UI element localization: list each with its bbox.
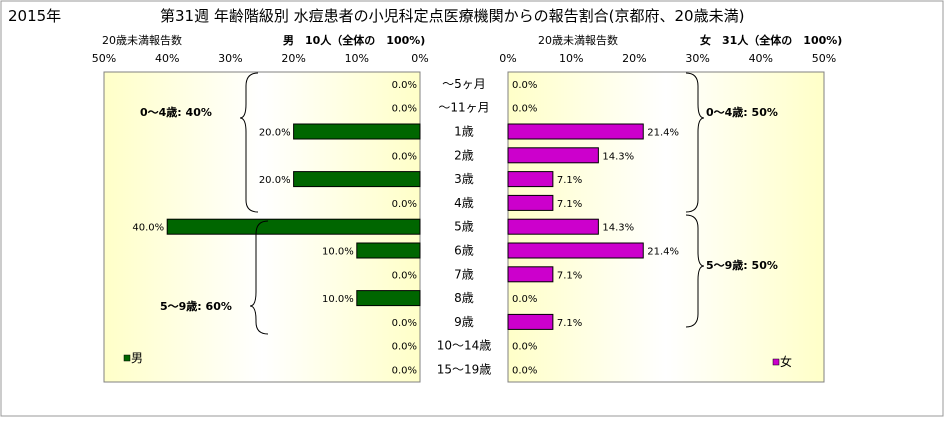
female-bracket-5-9 xyxy=(685,214,705,328)
female-data-label: 0.0% xyxy=(512,366,537,377)
female-axis-caption: 20歳未満報告数 xyxy=(538,34,618,47)
male-data-label: 0.0% xyxy=(392,270,417,281)
female-bracket-0-4 xyxy=(685,72,705,213)
category-label: 10～14歳 xyxy=(437,339,492,353)
male-tick-label: 10% xyxy=(345,52,369,65)
male-bar xyxy=(356,290,421,307)
male-bar xyxy=(293,171,421,188)
category-label: 15～19歳 xyxy=(437,363,492,377)
category-label: 5歳 xyxy=(454,220,474,234)
male-data-label: 0.0% xyxy=(392,366,417,377)
female-legend-swatch xyxy=(772,358,780,366)
female-bar xyxy=(507,171,554,188)
male-data-label: 0.0% xyxy=(392,151,417,162)
male-data-label: 0.0% xyxy=(392,104,417,115)
year-label: 2015年 xyxy=(8,7,61,25)
female-tick-label: 40% xyxy=(749,52,773,65)
female-bar xyxy=(507,194,554,211)
category-label: 3歳 xyxy=(454,172,474,186)
male-data-label: 0.0% xyxy=(392,342,417,353)
male-data-label: 10.0% xyxy=(322,294,354,305)
female-bars xyxy=(507,123,644,330)
male-bar xyxy=(293,123,421,140)
male-tick-label: 40% xyxy=(155,52,179,65)
female-bar xyxy=(507,266,554,283)
male-data-label: 0.0% xyxy=(392,318,417,329)
male-data-label: 20.0% xyxy=(259,175,291,186)
male-bar xyxy=(356,242,421,259)
female-bar xyxy=(507,147,599,164)
female-data-label: 0.0% xyxy=(512,342,537,353)
female-data-label: 7.1% xyxy=(557,318,582,329)
male-legend-swatch xyxy=(123,354,131,362)
female-data-label: 0.0% xyxy=(512,104,537,115)
male-data-label: 0.0% xyxy=(392,80,417,91)
female-tick-label: 10% xyxy=(559,52,583,65)
female-data-label: 0.0% xyxy=(512,294,537,305)
chart-title: 第31週 年齢階級別 水痘患者の小児科定点医療機関からの報告割合(京都府、20歳… xyxy=(160,7,744,25)
male-axis-caption: 20歳未満報告数 xyxy=(102,34,182,47)
male-legend-label: 男 xyxy=(131,351,143,365)
male-group-5-9: 5～9歳: 60% xyxy=(160,299,232,313)
male-data-label: 10.0% xyxy=(322,247,354,258)
male-data-label: 40.0% xyxy=(132,223,164,234)
category-label: ～5ヶ月 xyxy=(442,77,486,91)
category-label: 2歳 xyxy=(454,148,474,162)
female-legend-label: 女 xyxy=(780,354,792,369)
female-data-label: 7.1% xyxy=(557,270,582,281)
female-data-label: 7.1% xyxy=(557,175,582,186)
male-tick-labels: 50% 40% 30% 20% 10% 0% xyxy=(92,52,429,65)
female-bar xyxy=(507,242,644,259)
male-bracket-5-9 xyxy=(249,220,269,335)
category-label: 1歳 xyxy=(454,125,474,139)
category-labels: ～5ヶ月 ～11ヶ月 1歳 2歳 3歳 4歳 5歳 6歳 7歳 8歳 9歳 10～14歳 15～19歳 xyxy=(437,77,492,377)
female-tick-label: 30% xyxy=(685,52,709,65)
category-label: 7歳 xyxy=(454,267,474,281)
female-tick-labels: 0% 10% 20% 30% 40% 50% xyxy=(499,52,836,65)
category-label: 9歳 xyxy=(454,315,474,329)
female-group-5-9: 5～9歳: 50% xyxy=(706,258,778,272)
female-header: 女 31人（全体の 100%) xyxy=(700,33,842,47)
category-label: 8歳 xyxy=(454,291,474,305)
female-data-label: 14.3% xyxy=(602,223,634,234)
male-tick-label: 20% xyxy=(281,52,305,65)
male-header: 男 10人（全体の 100%) xyxy=(283,33,425,47)
female-data-label: 21.4% xyxy=(647,128,679,139)
female-data-labels: 0.0% 0.0% 21.4% 14.3% 7.1% 7.1% 14.3% 21.4% 7.1%… xyxy=(512,80,679,377)
male-data-label: 0.0% xyxy=(392,199,417,210)
male-bars xyxy=(166,123,421,307)
female-data-label: 0.0% xyxy=(512,80,537,91)
female-tick-label: 50% xyxy=(812,52,836,65)
female-data-label: 7.1% xyxy=(557,199,582,210)
female-data-label: 14.3% xyxy=(602,151,634,162)
male-data-label: 20.0% xyxy=(259,128,291,139)
female-bar xyxy=(507,123,644,140)
male-bracket-0-4 xyxy=(239,72,259,213)
male-tick-label: 0% xyxy=(411,52,428,65)
female-bar xyxy=(507,218,599,235)
male-group-0-4: 0～4歳: 40% xyxy=(140,105,212,119)
female-tick-label: 20% xyxy=(622,52,646,65)
female-tick-label: 0% xyxy=(499,52,516,65)
category-label: 6歳 xyxy=(454,244,474,258)
male-bar xyxy=(166,218,421,235)
female-bar xyxy=(507,313,554,330)
male-data-labels: 0.0% 0.0% 20.0% 0.0% 20.0% 0.0% 40.0% 10.0% 0.0%… xyxy=(132,80,417,377)
male-tick-label: 50% xyxy=(92,52,116,65)
female-data-label: 21.4% xyxy=(647,247,679,258)
category-label: ～11ヶ月 xyxy=(438,101,489,115)
category-label: 4歳 xyxy=(454,196,474,210)
female-group-0-4: 0～4歳: 50% xyxy=(706,105,778,119)
male-tick-label: 30% xyxy=(218,52,242,65)
